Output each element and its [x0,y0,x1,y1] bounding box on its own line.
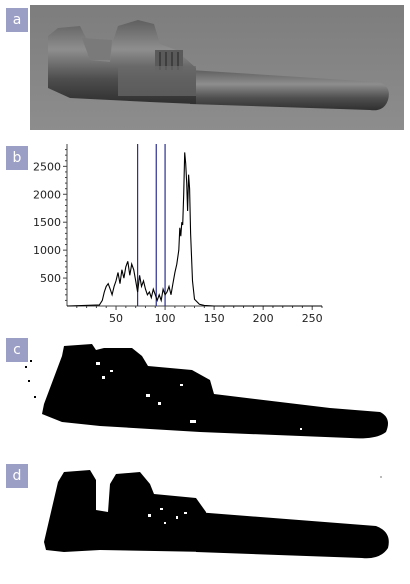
wrench-photo [30,5,404,130]
histogram-line [66,152,322,307]
x-tick-label: 100 [155,312,176,325]
panel-b: b 50 100 150 200 250 500 1000 1500 2000 2500 [0,140,410,332]
y-tick-label: 500 [40,272,61,285]
panel-a: a [0,0,410,135]
x-tick-label: 200 [253,312,274,325]
x-tick-label: 150 [204,312,225,325]
panel-label-a: a [6,8,28,32]
panel-d: d [0,460,410,584]
x-tick-label: 250 [302,312,323,325]
y-tick-label: 2500 [33,160,61,173]
histogram-chart: 50 100 150 200 250 500 1000 1500 2000 2500 [33,144,323,325]
panel-label-b: b [6,146,28,170]
y-tick-label: 2000 [33,188,61,201]
panel-label-c: c [6,338,28,362]
y-tick-label: 1000 [33,244,61,257]
y-tick-label: 1500 [33,216,61,229]
panel-c: c [0,336,410,456]
thresholded-wrench [25,344,388,439]
panel-label-d: d [6,464,28,488]
cleaned-wrench [44,470,389,559]
x-tick-label: 50 [109,312,123,325]
